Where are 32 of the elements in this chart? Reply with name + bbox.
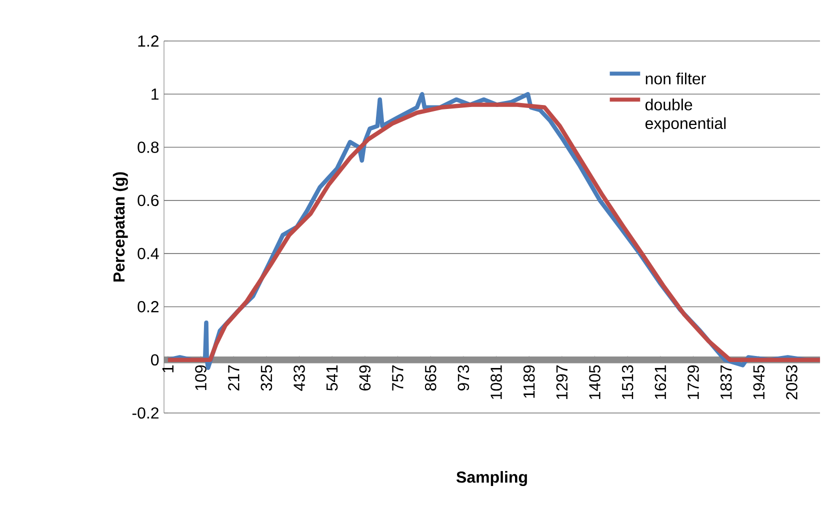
x-tick-label: 541 <box>326 365 338 391</box>
x-axis-title: Sampling <box>456 471 527 486</box>
y-tick-label: 0 <box>151 354 159 366</box>
y-tick-label: 0.4 <box>138 248 159 260</box>
y-tick-label: 1.2 <box>138 35 158 47</box>
x-tick-label: 109 <box>195 365 206 390</box>
x-tick-label: 865 <box>424 365 436 391</box>
x-tick-label: 1189 <box>523 365 535 398</box>
x-tick-label: 1945 <box>753 365 765 399</box>
x-tick-label: 1 <box>162 365 174 372</box>
x-tick-label: 1297 <box>556 365 568 399</box>
x-tick-label: 1621 <box>654 365 666 399</box>
x-tick-label: 325 <box>260 365 272 391</box>
x-tick-label: 1081 <box>490 365 502 399</box>
y-tick-label: 1 <box>152 88 159 100</box>
x-tick-label: 649 <box>359 365 371 390</box>
x-tick-label: 1405 <box>589 365 600 399</box>
y-axis-title: Percepatan (g) <box>112 172 128 282</box>
legend-label: double exponential <box>645 98 726 132</box>
x-tick-label: 757 <box>392 365 404 390</box>
y-tick-label: -0.2 <box>132 407 158 419</box>
y-tick-label: 0.2 <box>138 301 158 312</box>
legend-label: non filter <box>646 72 706 84</box>
x-tick-label: 1729 <box>688 365 699 399</box>
x-tick-label: 1513 <box>622 365 634 399</box>
x-tick-label: 217 <box>228 365 240 390</box>
y-tick-label: 0.8 <box>138 142 159 153</box>
x-tick-label: 1837 <box>720 365 732 399</box>
x-tick-label: 973 <box>458 365 470 391</box>
x-tick-label: 433 <box>294 365 305 391</box>
x-tick-label: 2053 <box>786 365 798 400</box>
y-tick-label: 0.6 <box>138 194 159 206</box>
